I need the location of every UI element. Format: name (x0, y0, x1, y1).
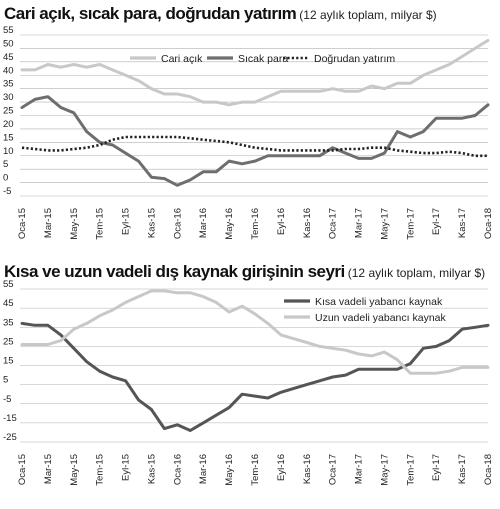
chart-1-y-tick-label: 45 (3, 52, 14, 63)
chart-2-series-line-1 (20, 321, 490, 432)
chart-2-x-tick-label: Mar-16 (198, 454, 209, 484)
chart-1-y-tick-label: 10 (3, 146, 14, 157)
chart-2-x-tick-label: Oca-15 (17, 454, 28, 485)
chart-1-x-tick-label: Oca-15 (17, 208, 28, 239)
chart-1-title: Cari açık, sıcak para, doğrudan yatırım (4, 4, 297, 23)
chart-1-y-tick-label: 35 (3, 79, 14, 90)
chart-2-y-tick-label: 25 (3, 336, 14, 347)
chart-2-x-tick-label: Mar-17 (354, 454, 365, 484)
chart-1-x-tick-label: Oca-17 (328, 208, 339, 239)
chart-2-y-tick-label: 15 (3, 356, 14, 367)
chart-2-legend-label-2: Uzun vadeli yabancı kaynak (315, 312, 446, 324)
chart-2-y-tick-label: 5 (3, 375, 8, 386)
chart-1-x-tick-label: May-16 (224, 208, 235, 240)
chart-1-y-tick-label: 25 (3, 106, 14, 117)
chart-1-x-tick-label: Kas-17 (457, 208, 468, 238)
chart-2-x-tick-label: Tem-17 (405, 454, 416, 486)
chart-1-x-tick-label: Oca-18 (483, 208, 494, 239)
chart-2-y-tick-label: -5 (3, 394, 11, 405)
chart-1-legend-label-3: Doğrudan yatırım (314, 53, 395, 65)
chart-2-x-tick-label: Oca-18 (483, 454, 494, 485)
chart-1-legend-label-2: Sıcak para (238, 53, 288, 65)
chart-1-x-tick-label: Kas-16 (302, 208, 313, 238)
chart-1-series-line-2 (20, 95, 490, 187)
chart-2-series-line-2 (20, 289, 490, 375)
chart-1-x-tick-label: May-17 (379, 208, 390, 240)
chart-1-y-tick-label: 0 (3, 173, 8, 184)
chart-2-x-tick-label: Kas-15 (146, 454, 157, 484)
chart-2-x-tick-label: May-15 (69, 454, 80, 486)
chart-1-x-tick-label: Eyl-17 (431, 208, 442, 235)
chart-2-x-tick-label: May-17 (379, 454, 390, 486)
chart-2-x-tick-label: Eyl-15 (121, 454, 132, 481)
chart-1-x-tick-label: Tem-15 (95, 208, 106, 240)
chart-1-x-tick-label: Eyl-16 (276, 208, 287, 235)
chart-1-title-row: Cari açık, sıcak para, doğrudan yatırım(… (4, 4, 437, 24)
chart-2-y-tick-label: 45 (3, 298, 14, 309)
chart-2-x-tick-label: Mar-15 (43, 454, 54, 484)
chart-2-y-tick-label: 35 (3, 317, 14, 328)
chart-1-legend-label-1: Cari açık (161, 53, 203, 65)
chart-1-x-tick-label: Mar-16 (198, 208, 209, 238)
chart-1-y-tick-label: 50 (3, 38, 14, 49)
chart-2-legend-label-1: Kısa vadeli yabancı kaynak (315, 296, 443, 308)
chart-1-series-line-1 (20, 38, 490, 107)
chart-2: Kısa ve uzun vadeli dış kaynak girişinin… (0, 258, 500, 509)
chart-2-y-tick-label: 55 (3, 279, 14, 290)
chart-1-subtitle: (12 aylık toplam, milyar $) (299, 8, 437, 22)
chart-2-y-tick-label: -25 (3, 432, 17, 443)
chart-2-title-row: Kısa ve uzun vadeli dış kaynak girişinin… (4, 262, 485, 282)
chart-2-subtitle: (12 aylık toplam, milyar $) (347, 266, 486, 280)
chart-2-x-tick-label: Tem-15 (95, 454, 106, 486)
chart-2-x-tick-label: May-16 (224, 454, 235, 486)
chart-1-x-tick-label: May-15 (69, 208, 80, 240)
chart-1-x-tick-label: Tem-17 (405, 208, 416, 240)
chart-1-x-tick-label: Kas-15 (146, 208, 157, 238)
chart-2-x-tick-label: Eyl-17 (431, 454, 442, 481)
chart-2-x-tick-label: Eyl-16 (276, 454, 287, 481)
chart-1-y-tick-label: 30 (3, 92, 14, 103)
chart-2-x-tick-label: Kas-16 (302, 454, 313, 484)
chart-1-x-tick-label: Mar-17 (354, 208, 365, 238)
chart-1: Cari açık, sıcak para, doğrudan yatırım(… (3, 4, 494, 240)
chart-1-y-tick-label: 40 (3, 65, 14, 76)
chart-1-x-tick-label: Tem-16 (250, 208, 261, 240)
chart-1-y-tick-label: -5 (3, 186, 11, 197)
chart-1-y-tick-label: 20 (3, 119, 14, 130)
chart-2-x-tick-label: Kas-17 (457, 454, 468, 484)
chart-2-x-tick-label: Oca-17 (328, 454, 339, 485)
chart-2-y-tick-label: -15 (3, 413, 17, 424)
chart-1-y-tick-label: 55 (3, 25, 14, 36)
chart-1-y-tick-label: 15 (3, 132, 14, 143)
chart-2-title: Kısa ve uzun vadeli dış kaynak girişinin… (4, 262, 345, 281)
chart-1-x-tick-label: Mar-15 (43, 208, 54, 238)
chart-1-x-tick-label: Eyl-15 (121, 208, 132, 235)
chart-1-x-tick-label: Oca-16 (172, 208, 183, 239)
chart-1-y-tick-label: 5 (3, 159, 8, 170)
chart-2-x-tick-label: Oca-16 (172, 454, 183, 485)
chart-1-series-line-3 (21, 135, 488, 158)
chart-2-x-tick-label: Tem-16 (250, 454, 261, 486)
